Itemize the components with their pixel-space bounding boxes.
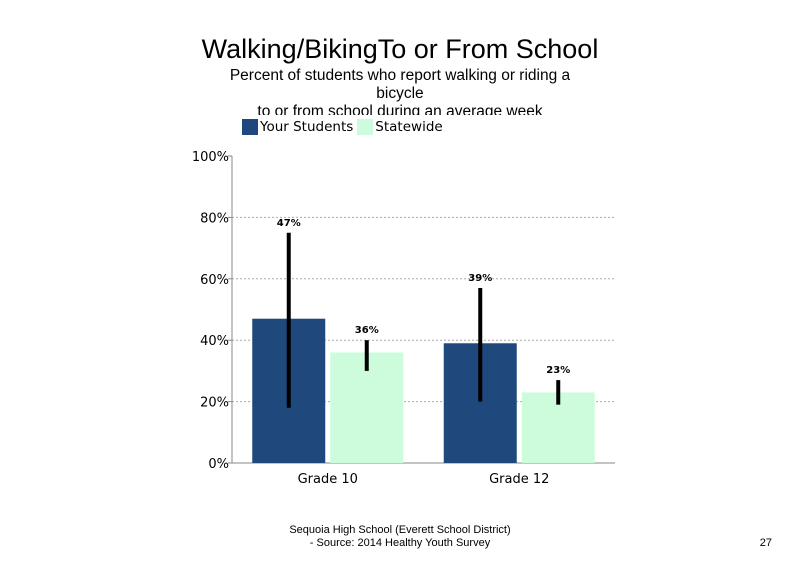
legend-swatch-statewide <box>357 119 374 135</box>
legend-item-your-students: Your Students <box>242 119 353 135</box>
footer-line-2: - Source: 2014 Healthy Youth Survey <box>309 537 491 549</box>
y-tick-label: 20% <box>200 396 229 411</box>
legend-label-statewide: Statewide <box>375 119 443 135</box>
y-tick-label: 40% <box>200 334 229 349</box>
y-tick-label: 60% <box>200 273 229 288</box>
footer-line-1: Sequoia High School (Everett School Dist… <box>289 524 511 536</box>
x-category-label: Grade 10 <box>298 472 358 487</box>
y-tick-label: 80% <box>200 211 229 226</box>
data-label: 47% <box>277 218 301 229</box>
chart-legend: Your Students Statewide <box>242 118 447 136</box>
subtitle-line-3: to or from school during an average week <box>257 103 543 115</box>
x-category-label: Grade 12 <box>489 472 549 487</box>
data-label: 36% <box>355 325 379 336</box>
footer-source: Sequoia High School (Everett School Dist… <box>0 524 800 550</box>
chart-subtitle: Percent of students who report walking o… <box>200 67 600 115</box>
legend-swatch-your-students <box>242 119 258 135</box>
bar-statewide <box>330 352 404 463</box>
data-label: 39% <box>468 273 492 284</box>
legend-label-your-students: Your Students <box>260 119 354 135</box>
data-label: 23% <box>546 365 570 376</box>
y-tick-label: 0% <box>208 457 229 472</box>
page-number: 27 <box>759 537 772 549</box>
subtitle-line-2: bicycle <box>376 85 424 102</box>
legend-item-statewide: Statewide <box>357 119 443 135</box>
chart-title: Walking/BikingTo or From School <box>201 34 599 64</box>
y-tick-label: 100% <box>192 150 229 165</box>
subtitle-line-1: Percent of students who report walking o… <box>229 67 571 84</box>
